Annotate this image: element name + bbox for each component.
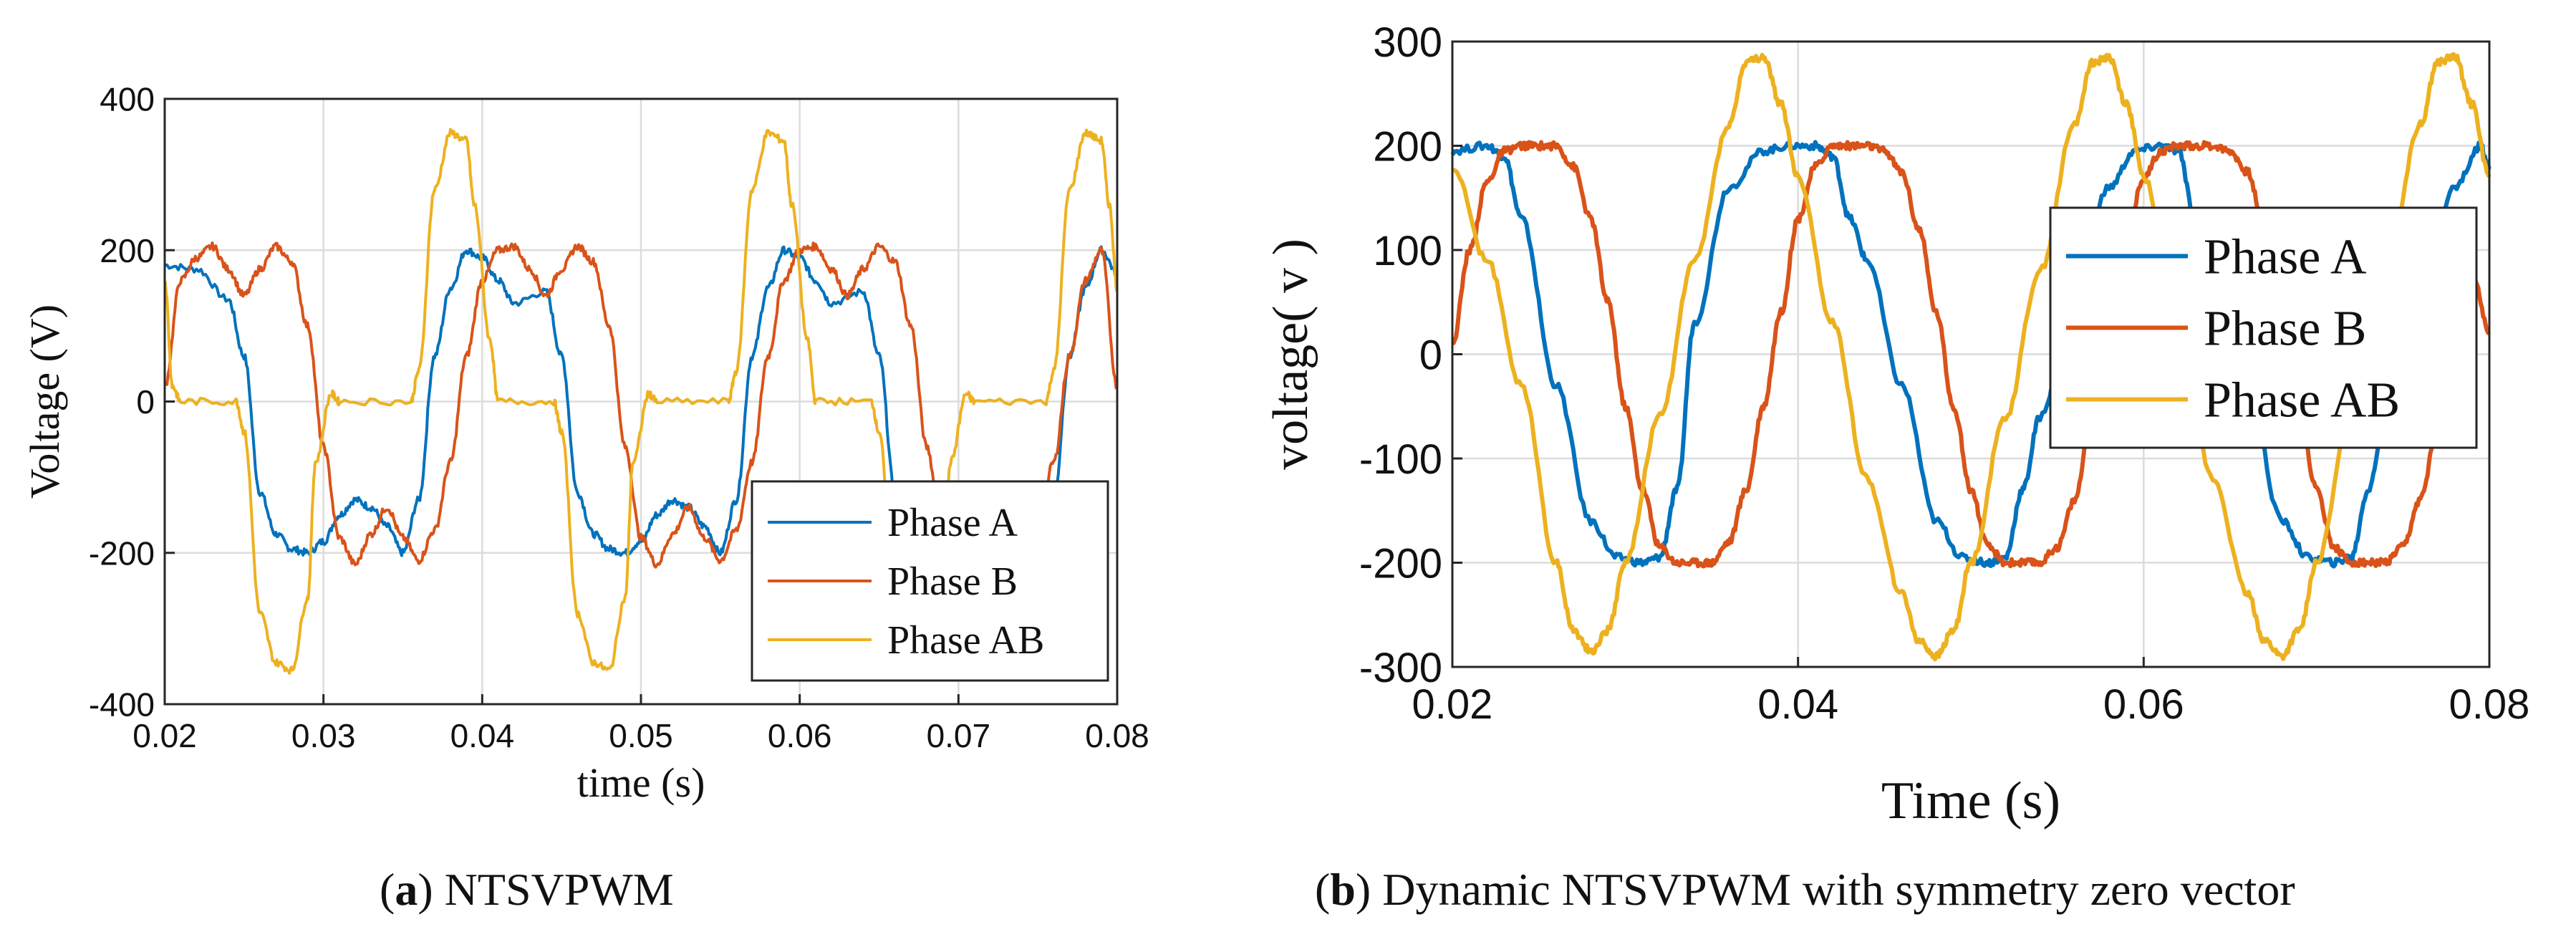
x-axis-label-a: time (s)	[577, 759, 705, 806]
x-tick-label: 0.02	[132, 717, 197, 754]
y-tick-label: 0	[1419, 332, 1442, 378]
y-tick-label: -400	[89, 686, 155, 724]
y-axis-label-b: voltage( v )	[1263, 239, 1318, 470]
caption-a: (a) NTSVPWM	[380, 864, 674, 915]
caption-a-label: a	[395, 864, 418, 915]
series-line-phase-a	[1450, 140, 2491, 569]
legend-label: Phase AB	[887, 618, 1044, 663]
series-line-phase-ab	[1452, 52, 2491, 662]
x-tick-label: 0.07	[927, 717, 991, 754]
legend-a: Phase A Phase B Phase AB	[751, 480, 1109, 682]
x-axis-label-b: Time (s)	[1881, 772, 2060, 830]
legend-label: Phase A	[887, 501, 1018, 545]
x-tick-label: 0.04	[450, 717, 515, 754]
legend-b: Phase A Phase B Phase AB	[2049, 206, 2478, 449]
x-tick-label: 0.08	[1085, 717, 1149, 754]
ticks-b: 0.02 0.04 0.06 0.08 -300 -200 -100 0 100 200 300	[1359, 19, 2530, 728]
legend-label: Phase AB	[2204, 373, 2400, 428]
x-tick-label: 0.08	[2449, 681, 2530, 728]
y-axis-label-a: Voltage (V)	[21, 304, 68, 499]
x-tick-label: 0.04	[1757, 681, 1838, 728]
y-tick-label: 200	[100, 232, 155, 269]
chart-panel-b: 0.02 0.04 0.06 0.08 -300 -200 -100 0 100 200 300 T…	[1263, 19, 2529, 830]
caption-b-text: Dynamic NTSVPWM with symmetry zero vecto…	[1382, 864, 2295, 915]
y-tick-label: -100	[1359, 436, 1442, 483]
y-tick-label: -200	[89, 534, 155, 572]
y-tick-label: -200	[1359, 540, 1442, 587]
caption-b-label: b	[1330, 864, 1356, 915]
x-tick-label: 0.05	[609, 717, 673, 754]
series-b	[1450, 52, 2491, 662]
x-tick-label: 0.02	[1412, 681, 1493, 728]
legend-label: Phase B	[887, 559, 1018, 604]
caption-a-text: NTSVPWM	[444, 864, 674, 915]
chart-panel-a: 0.02 0.03 0.04 0.05 0.06 0.07 0.08 -400 -200 0 200…	[21, 81, 1149, 806]
x-tick-label: 0.03	[291, 717, 356, 754]
caption-b: (b) Dynamic NTSVPWM with symmetry zero v…	[1315, 864, 2295, 915]
legend-label: Phase B	[2204, 301, 2367, 356]
x-tick-label: 0.06	[2103, 681, 2184, 728]
y-tick-label: 400	[100, 81, 155, 118]
y-tick-label: 0	[136, 383, 155, 421]
y-tick-label: 100	[1373, 228, 1442, 274]
series-line-phase-ab	[163, 128, 1119, 675]
legend-label: Phase A	[2204, 229, 2367, 284]
y-tick-label: 200	[1373, 123, 1442, 170]
x-tick-label: 0.06	[768, 717, 832, 754]
series-line-phase-b	[1450, 140, 2491, 569]
ticks-a: 0.02 0.03 0.04 0.05 0.06 0.07 0.08 -400 -200 0 200…	[89, 81, 1149, 754]
y-tick-label: 300	[1373, 19, 1442, 66]
y-tick-label: -300	[1359, 645, 1442, 691]
